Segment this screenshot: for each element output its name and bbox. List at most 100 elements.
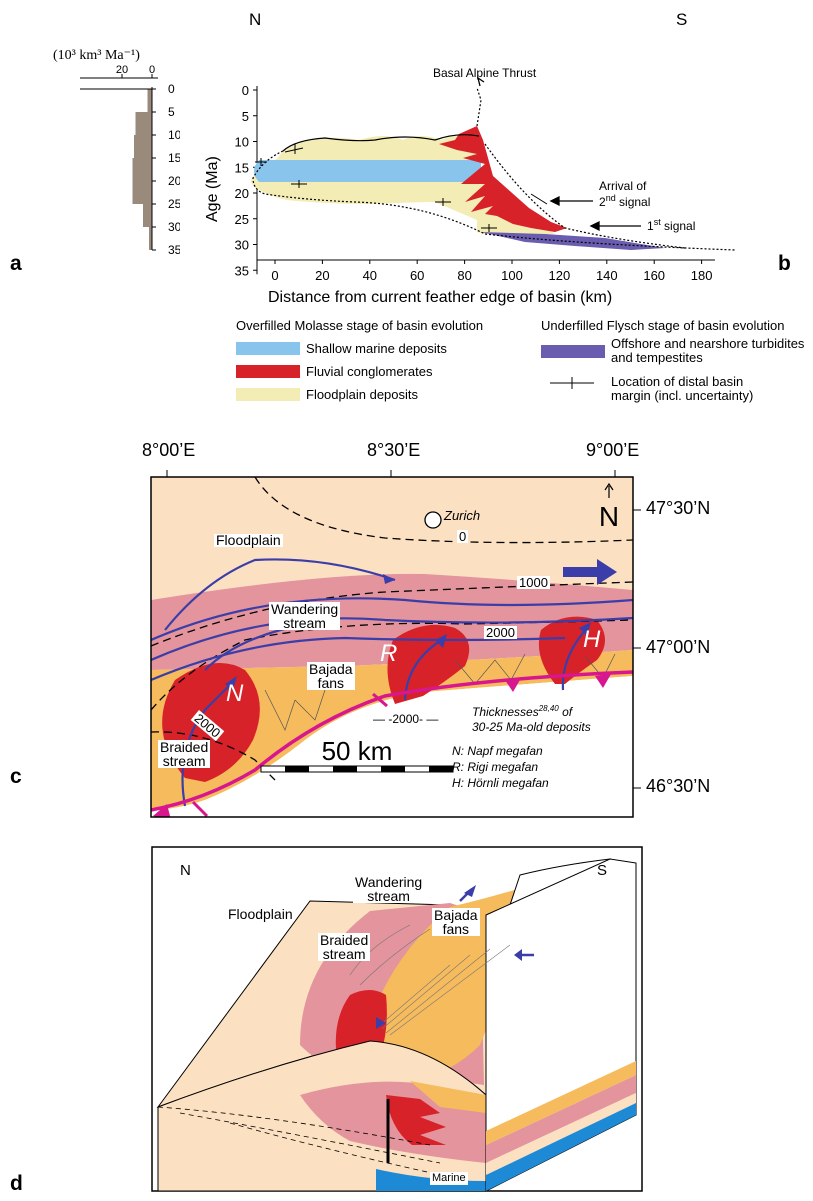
fluvial-conglomerates	[439, 126, 567, 232]
lon-label-830: 8°30’E	[367, 440, 421, 460]
lat-label-4630: 46°30’N	[646, 776, 711, 796]
south-label-b: S	[676, 10, 688, 29]
flux-age-tick-3: 15	[168, 151, 180, 165]
distance-tick-7: 140	[596, 268, 618, 283]
map-label-wandering: Wandering stream	[269, 601, 341, 631]
age-tick-7: 35	[235, 263, 249, 278]
distance-tick-9: 180	[691, 268, 713, 283]
lat-label-4700: 47°00’N	[646, 637, 711, 657]
panel-c-map: N 50 km	[150, 470, 641, 818]
contour-label-1000: 1000	[517, 575, 550, 590]
export-arrow	[563, 559, 617, 585]
swatch-shallow-marine	[236, 342, 300, 355]
contour-1000	[151, 581, 633, 647]
flux-age-tick-0: 0	[168, 82, 175, 96]
block-front-orange	[410, 1081, 486, 1113]
flux-bar-4	[132, 181, 152, 204]
shallow-marine-deposits	[254, 160, 481, 182]
block-front-red	[386, 1095, 446, 1145]
flux-age-axis: 0 5 10 15 20 25 30 35	[80, 82, 180, 257]
panel-letter-c: c	[10, 765, 22, 788]
north-arrow-icon	[604, 482, 614, 498]
lon-label-900: 9°00’E	[586, 440, 640, 460]
block-side-marine	[486, 1103, 636, 1191]
map-south-white	[151, 676, 633, 817]
contour-2000-south	[151, 731, 276, 781]
distance-axis: 0 20 40 60 80 100 120 140 160 180	[257, 259, 715, 283]
scale-label: 50 km	[322, 736, 393, 766]
legend-thickness-1: Thicknesses28,40 of	[472, 704, 573, 719]
age-tick-3: 15	[235, 160, 249, 175]
flux-bar-0	[147, 89, 152, 112]
block-south: S	[597, 862, 607, 879]
block-label-wandering: Wandering stream	[353, 874, 425, 904]
flux-tick-20: 20	[116, 64, 128, 76]
distance-tick-1: 20	[315, 268, 329, 283]
block-label-floodplain: Floodplain	[226, 906, 295, 922]
age-tick-4: 20	[235, 186, 249, 201]
block-channel-lines	[349, 924, 511, 1036]
legend-fluvial: Fluvial conglomerates	[306, 364, 433, 379]
flux-age-tick-1: 5	[168, 105, 175, 119]
legend-contour-sample: — -2000- —	[373, 712, 439, 726]
age-tick-2: 10	[235, 135, 249, 150]
margin-markers	[255, 144, 548, 232]
flysch-deposits	[481, 232, 665, 250]
fan-label-rigi: R	[380, 640, 398, 667]
city-zurich: Zurich	[444, 508, 481, 523]
block-side-floodplain	[486, 1093, 636, 1175]
deposit-polygons	[251, 126, 665, 250]
contour-label-0: 0	[457, 529, 469, 544]
map-orange-zone	[151, 650, 633, 810]
map-label-bajada: Bajada fans	[307, 661, 355, 691]
swatch-fluvial	[236, 365, 300, 378]
flux-age-tick-2: 10	[168, 128, 180, 142]
panel-d-block-diagram: N S	[151, 846, 643, 1192]
block-strata-lines	[157, 1106, 451, 1178]
contour-0	[254, 477, 633, 544]
north-label-b: N	[249, 10, 262, 29]
distance-tick-3: 60	[410, 268, 424, 283]
swatch-flysch	[541, 345, 605, 358]
flux-histogram	[132, 89, 152, 250]
block-side-orange	[486, 1061, 636, 1145]
distance-tick-5: 100	[501, 268, 523, 283]
arrival-label-1: Arrival of	[599, 179, 647, 193]
lat-label-4730: 47°30’N	[646, 498, 711, 518]
first-signal-label: 1st signal	[647, 217, 695, 233]
map-frame	[150, 476, 634, 818]
panel-letter-b: b	[778, 252, 791, 275]
thrust-line	[476, 87, 482, 127]
distance-tick-0: 0	[271, 268, 278, 283]
legend-napf: N: Napf megafan	[452, 744, 543, 758]
flux-age-tick-6: 30	[168, 220, 180, 234]
panel-b-chronostratigraphy: Age (Ma) 0 5 10 15 20 25 30 35 0 20 40 60 80 100 120 1…	[204, 66, 736, 283]
lon-label-800: 8°00’E	[142, 440, 196, 460]
legend-floodplain: Floodplain deposits	[306, 387, 419, 402]
flux-tick-0: 0	[149, 64, 155, 76]
legend-margin-2: margin (incl. uncertainty)	[611, 388, 754, 403]
block-north: N	[180, 862, 191, 879]
legend-margin-1: Location of distal basin	[611, 374, 744, 389]
map-label-floodplain: Floodplain	[214, 532, 283, 548]
flux-bar-2	[134, 135, 152, 158]
panel-a-flux-chart: 20 0 0 5 10 15 20 25 30 35	[80, 64, 180, 257]
distance-tick-4: 80	[457, 268, 471, 283]
flux-top-axis: 20 0	[80, 64, 158, 79]
legend-flysch-2: and tempestites	[611, 350, 703, 365]
thrust-teeth	[153, 674, 611, 817]
distance-axis-label: Distance from current feather edge of ba…	[268, 289, 613, 306]
age-tick-6: 30	[235, 238, 249, 253]
north-letter: N	[599, 501, 619, 532]
panel-letter-d: d	[10, 1172, 23, 1195]
fan-label-hornli: H	[583, 626, 601, 653]
block-side-pink	[486, 1075, 636, 1163]
legend-flysch-1: Offshore and nearshore turbidites	[611, 336, 805, 351]
flux-axis-label: (10³ km³ Ma⁻¹)	[53, 48, 140, 63]
base-boundary	[252, 150, 736, 251]
scale-bar	[260, 765, 454, 773]
legend-shallow-marine: Shallow marine deposits	[306, 341, 447, 356]
flux-bar-3	[132, 158, 152, 181]
signal-arrows	[476, 76, 641, 232]
basal-alpine-thrust-label: Basal Alpine Thrust	[433, 66, 537, 80]
